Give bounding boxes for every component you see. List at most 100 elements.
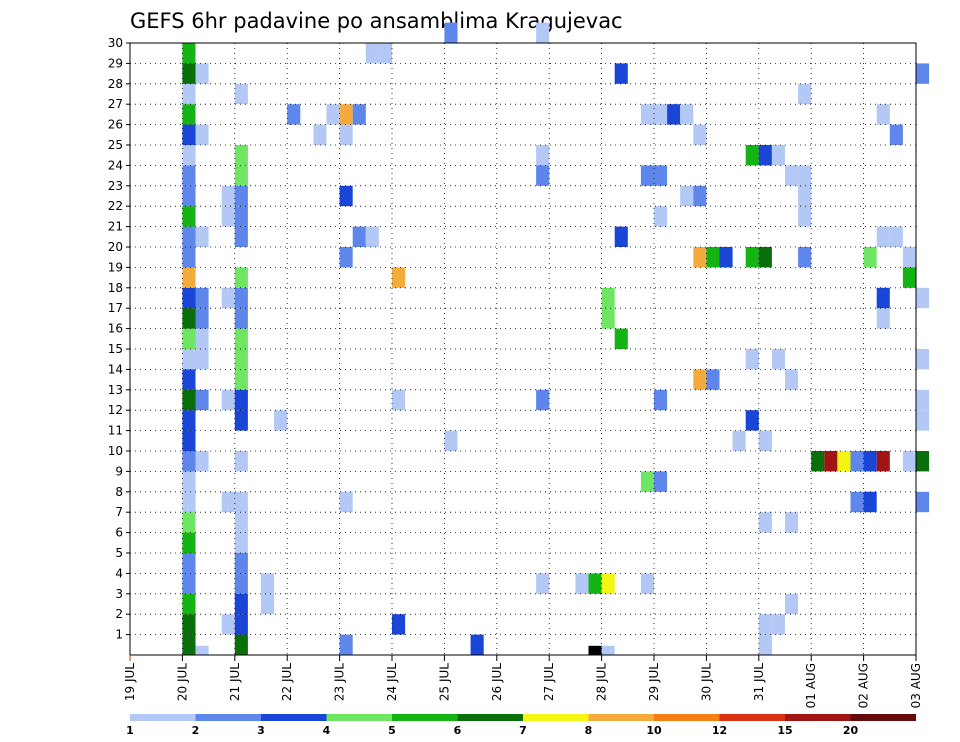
heatmap-cell xyxy=(693,247,707,268)
heatmap-cell xyxy=(339,104,353,125)
x-axis-ticks: 19 JUL 20 JUL 21 JUL 22 JUL 23 JUL 24 JUL 25 J… xyxy=(123,655,923,708)
colorbar-segment xyxy=(785,714,851,721)
heatmap-cell xyxy=(588,573,602,594)
heatmap-cell xyxy=(261,593,275,615)
heatmap-cell xyxy=(745,145,759,166)
y-tick-label: 17 xyxy=(108,301,123,315)
x-tick-label: 30 JUL xyxy=(699,663,713,701)
heatmap-cell xyxy=(850,491,864,513)
heatmap-cell xyxy=(798,83,812,105)
colorbar-segment xyxy=(457,714,523,721)
heatmap-cell xyxy=(234,287,248,309)
heatmap-cell xyxy=(614,226,628,247)
colorbar: 1 2 3 4 5 6 7 8 10 12 15 20 xyxy=(126,714,916,737)
colorbar-label: 12 xyxy=(712,724,727,737)
heatmap-cell xyxy=(221,491,235,513)
heatmap-cell xyxy=(785,369,799,390)
heatmap-cell xyxy=(234,308,248,329)
y-tick-label: 25 xyxy=(108,138,123,152)
x-tick-label: 31 JUL xyxy=(752,663,766,701)
heatmap-cell xyxy=(182,328,196,349)
heatmap-cell xyxy=(706,369,720,390)
heatmap-cell xyxy=(234,532,248,553)
y-tick-label: 9 xyxy=(115,464,123,478)
heatmap-cell xyxy=(771,349,785,370)
heatmap-cell xyxy=(339,634,353,655)
heatmap-cell xyxy=(863,491,877,513)
heatmap-cell xyxy=(824,451,838,472)
heatmap-cell xyxy=(195,226,209,247)
heatmap-cell xyxy=(785,512,799,533)
heatmap-cell xyxy=(785,593,799,615)
heatmap-cell xyxy=(182,471,196,492)
heatmap-cell xyxy=(339,124,353,145)
heatmap-cell xyxy=(195,645,209,655)
heatmap-cell xyxy=(889,226,903,247)
heatmap-cell xyxy=(234,512,248,533)
heatmap-cell xyxy=(654,165,668,186)
heatmap-cell xyxy=(601,308,615,329)
heatmap-cell xyxy=(339,247,353,268)
colorbar-label: 2 xyxy=(192,724,200,737)
y-tick-label: 11 xyxy=(108,424,123,438)
y-tick-label: 15 xyxy=(108,342,123,356)
heatmap-cell xyxy=(182,104,196,125)
heatmap-cell xyxy=(392,389,406,411)
heatmap-cell xyxy=(234,573,248,594)
heatmap-cell xyxy=(339,491,353,513)
heatmap-cell xyxy=(195,451,209,472)
x-tick-label: 26 JUL xyxy=(490,663,504,701)
heatmap-cell xyxy=(536,145,550,166)
heatmap-cell xyxy=(706,247,720,268)
heatmap-cell xyxy=(182,512,196,533)
y-tick-label: 19 xyxy=(108,260,123,274)
colorbar-label: 3 xyxy=(257,724,265,737)
heatmap-cell xyxy=(654,104,668,125)
heatmap-cell xyxy=(234,165,248,186)
heatmap-cell xyxy=(182,206,196,227)
heatmap-cell xyxy=(680,104,694,125)
heatmap-cell xyxy=(758,247,772,268)
heatmap-cell xyxy=(182,226,196,247)
heatmap-cell xyxy=(182,165,196,186)
heatmap-cell xyxy=(182,63,196,84)
y-tick-label: 5 xyxy=(115,546,123,560)
x-tick-label: 19 JUL xyxy=(123,663,137,701)
heatmap-cell xyxy=(785,165,799,186)
colorbar-label: 20 xyxy=(843,724,859,737)
y-tick-label: 30 xyxy=(108,36,123,50)
heatmap-cell xyxy=(182,124,196,145)
heatmap-cell xyxy=(798,165,812,186)
x-tick-label: 28 JUL xyxy=(595,663,609,701)
heatmap-cell xyxy=(693,124,707,145)
heatmap-cell xyxy=(234,451,248,472)
heatmap-cell xyxy=(916,451,930,472)
x-tick-label: 03 AUG xyxy=(909,663,923,708)
heatmap-cell xyxy=(182,410,196,431)
heatmap-cell xyxy=(195,389,209,411)
heatmap-cell xyxy=(182,451,196,472)
colorbar-segment xyxy=(654,714,720,721)
heatmap-cell xyxy=(876,287,890,309)
heatmap-cell xyxy=(182,553,196,574)
colorbar-segment xyxy=(130,714,196,721)
heatmap-cell xyxy=(758,430,772,451)
heatmap-cell xyxy=(916,389,930,411)
heatmap-cell xyxy=(287,104,301,125)
y-tick-label: 7 xyxy=(115,505,123,519)
heatmap-cell xyxy=(234,349,248,370)
heatmap-cell xyxy=(182,573,196,594)
colorbar-segment xyxy=(392,714,458,721)
heatmap-cell xyxy=(798,247,812,268)
heatmap-cell xyxy=(850,451,864,472)
heatmap-cell xyxy=(680,185,694,207)
heatmap-cell xyxy=(182,267,196,288)
colorbar-segment xyxy=(850,714,916,721)
heatmap-cell xyxy=(195,328,209,349)
y-tick-label: 28 xyxy=(108,77,123,91)
heatmap-cell xyxy=(352,104,366,125)
heatmap-cell xyxy=(195,287,209,309)
heatmap-cell xyxy=(916,287,930,309)
y-tick-label: 24 xyxy=(108,158,123,172)
